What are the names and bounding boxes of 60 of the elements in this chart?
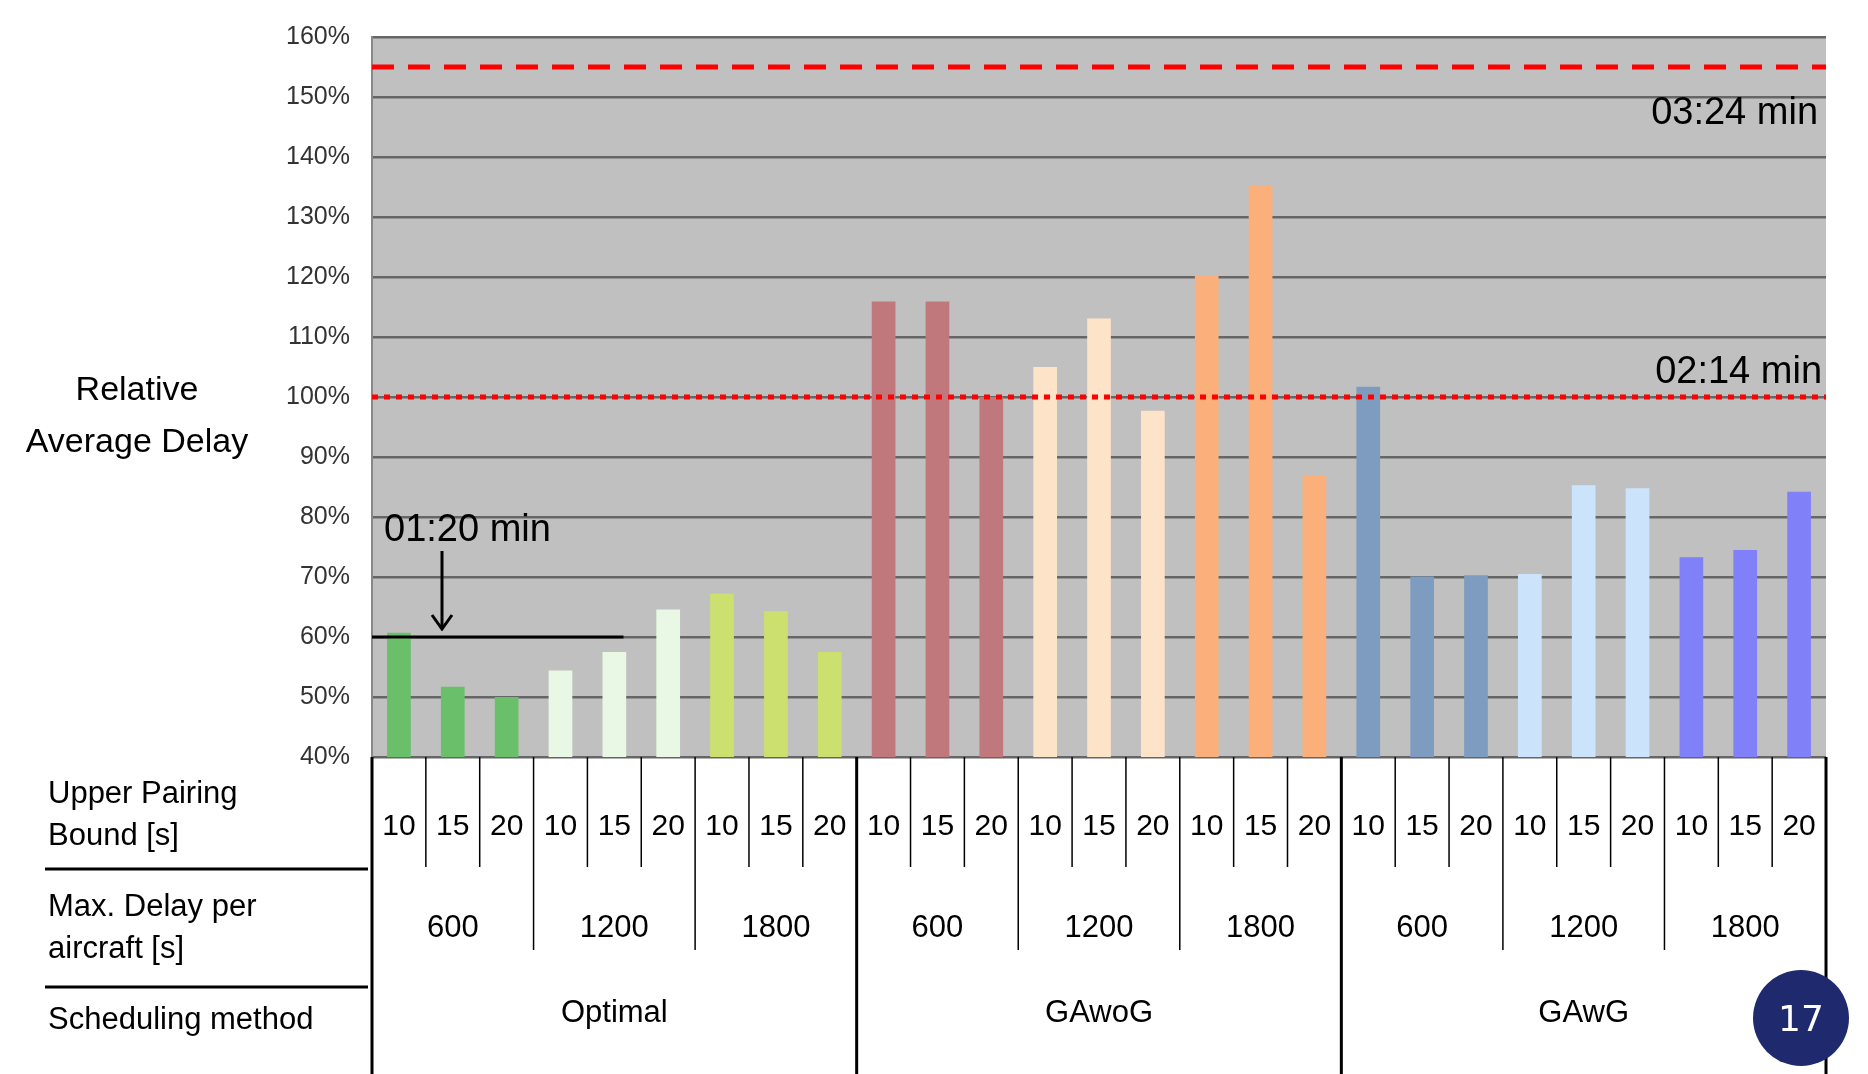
x-tick-label: 15	[1405, 808, 1439, 842]
y-tick-label: 40%	[299, 740, 350, 769]
x-tick-label: 15	[1567, 808, 1601, 842]
x-tick-label: 15	[1728, 808, 1762, 842]
y-tick-label: 130%	[286, 200, 350, 229]
x-tick-label: 20	[651, 808, 685, 842]
x-tick-label: 10	[705, 808, 739, 842]
text: 1800	[741, 908, 811, 944]
text: 600	[1396, 908, 1448, 944]
x-tick-label: 20	[1136, 808, 1170, 842]
x-tick-label: 15	[1082, 808, 1116, 842]
y-axis-title: Relative Average Delay	[25, 369, 249, 460]
x-axis-title: Upper Pairing Bound [s]	[48, 774, 238, 852]
x-tick-label: 20	[974, 808, 1008, 842]
text: 17	[1753, 970, 1849, 1066]
y-tick-label: 100%	[286, 380, 350, 409]
y-tick-label: 140%	[286, 140, 350, 169]
text: 1200	[1064, 908, 1134, 944]
y-tick-label: 70%	[299, 560, 350, 589]
y-tick-label: 160%	[286, 20, 350, 49]
x-tick-label: 15	[1243, 808, 1278, 842]
y-tick-label: 90%	[299, 440, 350, 469]
x-tick-label: 10	[866, 808, 901, 842]
text: 1200	[579, 908, 649, 944]
text: Optimal	[560, 993, 668, 1029]
x-tick-label: 20	[1782, 808, 1816, 842]
y-tick-label: 80%	[299, 500, 350, 529]
x-tick-label: 15	[597, 808, 632, 842]
x-tick-label: 15	[759, 808, 793, 842]
x-tick-label: 20	[489, 808, 524, 842]
x-tick-label: 10	[1351, 808, 1385, 842]
y-tick-label: 110%	[287, 320, 350, 349]
x-tick-label: 10	[543, 808, 578, 842]
text: 1200	[1549, 908, 1619, 944]
annotation: 02:14 min	[1655, 349, 1823, 391]
text: Scheduling method	[48, 1000, 314, 1036]
x-tick-label: 10	[1513, 808, 1547, 842]
x-tick-label: 10	[1190, 808, 1224, 842]
text: 1800	[1226, 908, 1296, 944]
text: GAwoG	[1045, 993, 1153, 1029]
x-tick-label: 15	[436, 808, 470, 842]
y-tick-label: 60%	[299, 620, 350, 649]
x-tick-label: 10	[1674, 808, 1709, 842]
annotation: 01:20 min	[384, 507, 551, 549]
x-tick-label: 20	[813, 808, 847, 842]
y-tick-label: 120%	[286, 260, 350, 289]
text: GAwG	[1538, 993, 1630, 1029]
x-tick-label: 10	[1028, 808, 1062, 842]
x-tick-label: 20	[1459, 808, 1493, 842]
x-tick-label: 15	[920, 808, 955, 842]
text: 1800	[1710, 908, 1780, 944]
annotation: 03:24 min	[1651, 90, 1819, 133]
text: 600	[911, 908, 964, 944]
text: 600	[426, 908, 479, 944]
text: Max. Delay per aircraft [s]	[48, 887, 257, 965]
y-tick-label: 150%	[286, 80, 350, 109]
x-tick-label: 10	[382, 808, 416, 842]
x-tick-label: 20	[1297, 808, 1332, 842]
x-tick-label: 20	[1620, 808, 1655, 842]
y-tick-label: 50%	[299, 680, 350, 709]
